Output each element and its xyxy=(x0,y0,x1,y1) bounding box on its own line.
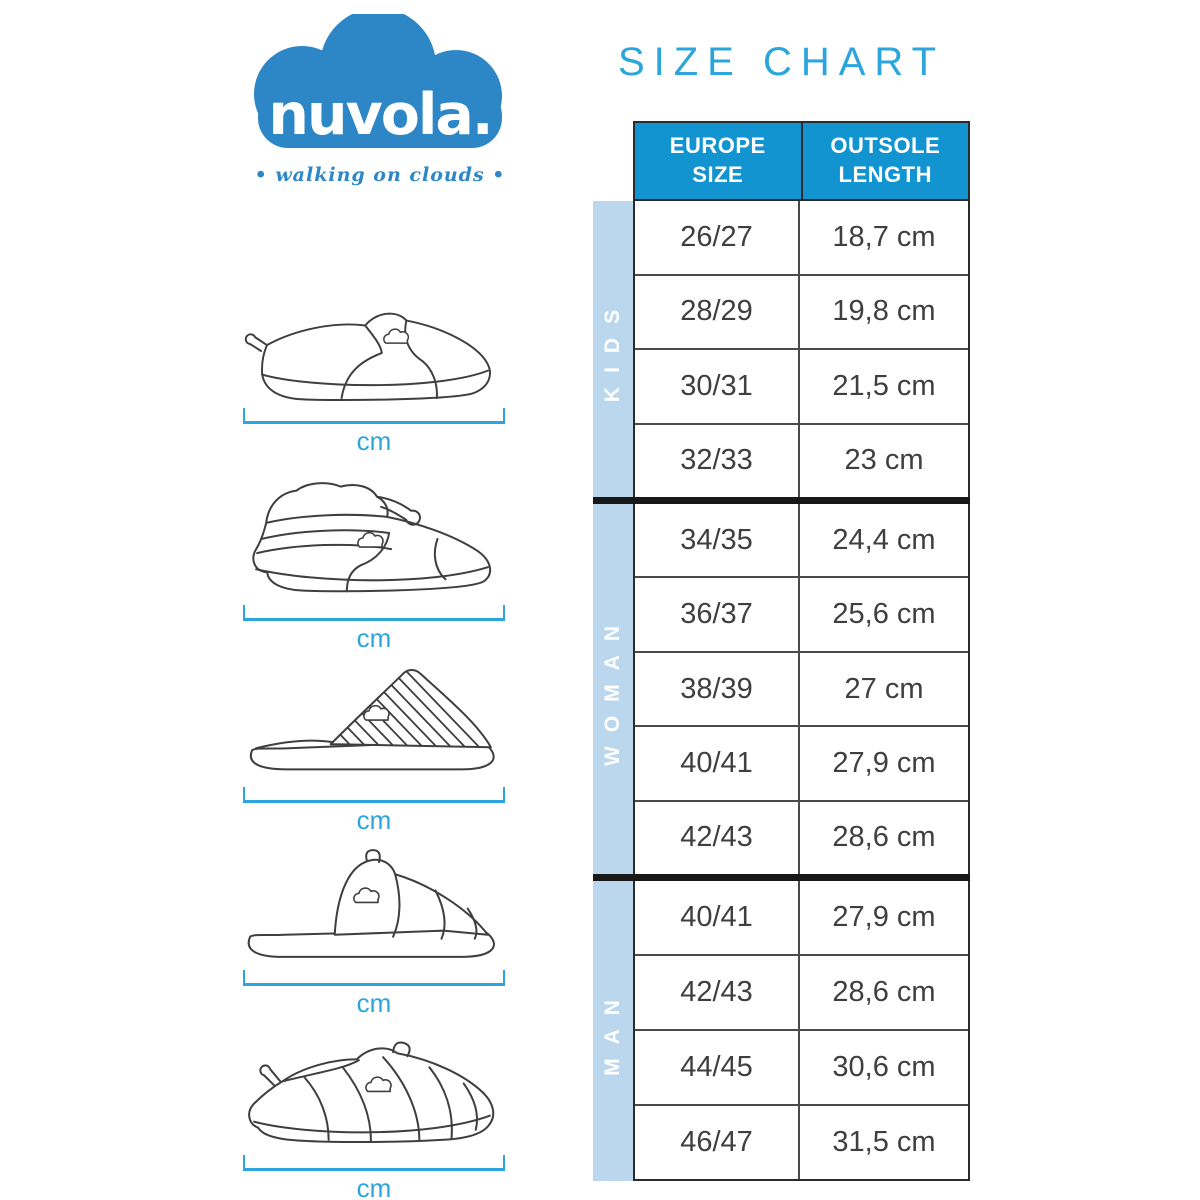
table-row: 40/41 27,9 cm xyxy=(635,727,968,802)
header-europe-size: EUROPE SIZE xyxy=(635,123,801,199)
size-cell: 32/33 xyxy=(680,444,753,477)
section-label: MAN xyxy=(601,986,624,1076)
length-cell: 30,6 cm xyxy=(798,1031,968,1104)
table-row: 38/39 27 cm xyxy=(635,652,968,728)
section-divider xyxy=(593,497,970,504)
measure-unit-label: cm xyxy=(356,1173,392,1200)
section-rows: 34/35 24,4 cm 36/37 25,6 cm 38/39 27 cm … xyxy=(633,504,970,875)
length-cell: 19,8 cm xyxy=(798,275,968,348)
measure-unit-label: cm xyxy=(356,426,392,456)
table-row: 30/31 21,5 cm xyxy=(635,350,968,425)
size-cell: 28/29 xyxy=(680,295,753,328)
size-cell: 30/31 xyxy=(680,369,753,402)
section-rows: 40/41 27,9 cm 42/43 28,6 cm 44/45 30,6 c… xyxy=(633,881,970,1181)
page-title: SIZE CHART xyxy=(617,40,946,84)
shoe-figure-3: cm xyxy=(238,653,510,836)
table-row: 42/43 28,6 cm xyxy=(635,956,968,1031)
size-cell: 42/43 xyxy=(680,821,753,854)
measure-unit-label: cm xyxy=(356,988,392,1018)
size-cell: 42/43 xyxy=(680,976,753,1008)
boot-slipper-icon xyxy=(252,482,492,593)
section-kids: KIDS 26/27 18,7 cm 28/29 19,8 cm 30/31 2… xyxy=(593,201,970,497)
shoe-figure-1: cm xyxy=(238,296,510,457)
length-cell: 21,5 cm xyxy=(798,350,968,423)
classic-slipper-icon xyxy=(244,312,491,402)
section-strip-woman: WOMAN xyxy=(593,504,633,874)
table-row: 42/43 28,6 cm xyxy=(635,801,968,875)
nuvola-logo: nuvola. xyxy=(230,8,530,164)
cloud-badge-icon xyxy=(365,1076,392,1093)
shoe-figure-2: cm xyxy=(238,473,510,654)
size-cell: 38/39 xyxy=(680,672,753,705)
length-cell: 31,5 cm xyxy=(798,1106,968,1179)
size-cell: 34/35 xyxy=(680,523,753,556)
table-row: 40/41 27,9 cm xyxy=(635,881,968,956)
size-cell: 44/45 xyxy=(680,1051,753,1083)
section-woman: WOMAN 34/35 24,4 cm 36/37 25,6 cm 38/39 … xyxy=(593,504,970,875)
logo-text: nuvola. xyxy=(268,82,491,148)
section-strip-kids: KIDS xyxy=(593,201,633,497)
measure-unit-label: cm xyxy=(356,805,392,835)
size-cell: 40/41 xyxy=(680,746,753,779)
measure-bracket xyxy=(243,787,505,803)
length-cell: 27,9 cm xyxy=(798,727,968,800)
section-divider xyxy=(593,874,970,881)
striped-mule-slipper-icon xyxy=(249,669,495,771)
cloud-badge-icon xyxy=(353,887,380,904)
size-cell: 26/27 xyxy=(680,220,753,253)
measure-bracket xyxy=(243,408,505,424)
cloud-badge-icon xyxy=(383,328,410,344)
size-table: EUROPE SIZE OUTSOLE LENGTH KIDS 26/27 18… xyxy=(593,121,970,1181)
header-line: EUROPE xyxy=(669,133,766,159)
size-cell: 40/41 xyxy=(680,901,753,933)
shoe-figure-5: cm xyxy=(238,1033,510,1200)
table-row: 46/47 31,5 cm xyxy=(635,1106,968,1179)
cloud-badge-icon xyxy=(363,704,390,721)
cloud-logo-icon: nuvola. xyxy=(254,8,502,148)
header-line: OUTSOLE xyxy=(830,133,941,159)
size-cell: 46/47 xyxy=(680,1126,753,1158)
open-slide-slipper-icon xyxy=(247,849,495,958)
size-cell: 36/37 xyxy=(680,598,753,631)
length-cell: 24,4 cm xyxy=(798,504,968,577)
section-label: WOMAN xyxy=(601,612,624,766)
measure-unit-label: cm xyxy=(356,623,392,653)
section-rows: 26/27 18,7 cm 28/29 19,8 cm 30/31 21,5 c… xyxy=(633,201,970,497)
length-cell: 27,9 cm xyxy=(798,881,968,954)
header-line: LENGTH xyxy=(838,162,932,187)
table-row: 36/37 25,6 cm xyxy=(635,578,968,653)
length-cell: 28,6 cm xyxy=(798,956,968,1029)
length-cell: 23 cm xyxy=(798,424,968,497)
length-cell: 28,6 cm xyxy=(798,801,968,875)
section-strip-man: MAN xyxy=(593,881,633,1181)
closed-slipper-icon xyxy=(248,1041,495,1144)
brand-tagline: • walking on clouds • xyxy=(254,164,506,186)
measure-bracket xyxy=(243,970,505,986)
length-cell: 18,7 cm xyxy=(798,201,968,274)
measure-bracket xyxy=(243,1155,505,1171)
table-row: 44/45 30,6 cm xyxy=(635,1031,968,1106)
shoe-figure-4: cm xyxy=(238,848,510,1019)
measure-bracket xyxy=(243,605,505,621)
length-cell: 25,6 cm xyxy=(798,578,968,651)
header-outsole-length: OUTSOLE LENGTH xyxy=(800,123,969,199)
section-man: MAN 40/41 27,9 cm 42/43 28,6 cm 44/45 30… xyxy=(593,881,970,1181)
table-header: EUROPE SIZE OUTSOLE LENGTH xyxy=(633,121,970,201)
table-row: 26/27 18,7 cm xyxy=(635,201,968,276)
table-row: 32/33 23 cm xyxy=(635,424,968,497)
table-row: 28/29 19,8 cm xyxy=(635,275,968,350)
cloud-badge-icon xyxy=(357,531,384,548)
section-label: KIDS xyxy=(601,295,624,403)
header-line: SIZE xyxy=(692,162,744,187)
length-cell: 27 cm xyxy=(798,652,968,726)
table-row: 34/35 24,4 cm xyxy=(635,504,968,579)
